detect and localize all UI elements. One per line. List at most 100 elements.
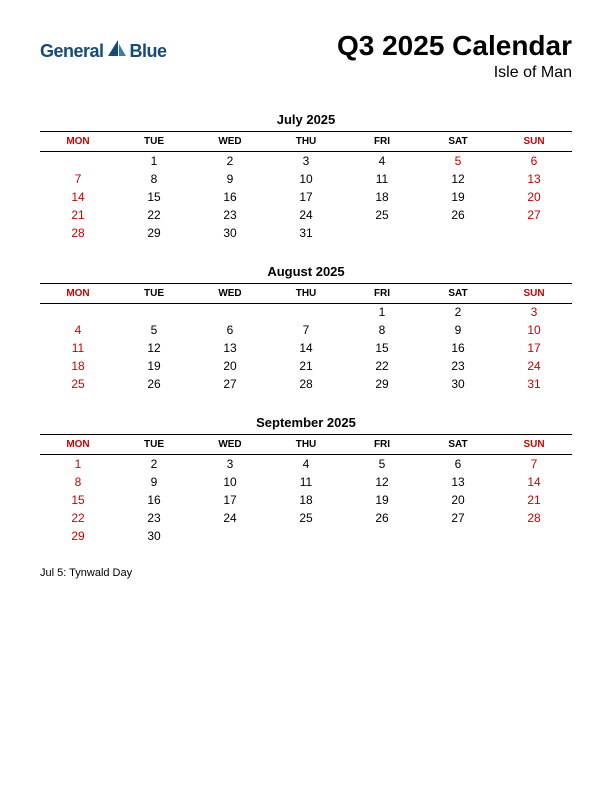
- calendar-cell: 20: [192, 357, 268, 375]
- calendar-cell: 17: [192, 491, 268, 509]
- calendar-table: MONTUEWEDTHUFRISATSUN1234567891011121314…: [40, 131, 572, 242]
- calendar-cell: 31: [496, 375, 572, 393]
- calendar-cell: 11: [344, 170, 420, 188]
- day-header: SAT: [420, 283, 496, 303]
- calendar-cell: 16: [420, 339, 496, 357]
- day-header: TUE: [116, 283, 192, 303]
- day-header: WED: [192, 283, 268, 303]
- calendar-cell: [268, 303, 344, 321]
- calendar-cell: 28: [40, 224, 116, 242]
- calendar-cell: [420, 527, 496, 545]
- calendar-cell: 23: [192, 206, 268, 224]
- calendar-cell: 6: [420, 455, 496, 473]
- calendar-row: 123456: [40, 152, 572, 170]
- calendar-cell: 11: [40, 339, 116, 357]
- header: General Blue Q3 2025 Calendar Isle of Ma…: [40, 30, 572, 82]
- calendar-cell: 30: [192, 224, 268, 242]
- day-header: MON: [40, 283, 116, 303]
- title-block: Q3 2025 Calendar Isle of Man: [337, 30, 572, 82]
- calendar-row: 45678910: [40, 321, 572, 339]
- calendar-cell: 5: [344, 455, 420, 473]
- calendar-cell: 8: [40, 473, 116, 491]
- calendar-row: 21222324252627: [40, 206, 572, 224]
- calendar-cell: 22: [344, 357, 420, 375]
- calendar-cell: 12: [116, 339, 192, 357]
- calendar-row: 123: [40, 303, 572, 321]
- day-header: SAT: [420, 435, 496, 455]
- calendar-row: 22232425262728: [40, 509, 572, 527]
- calendar-cell: 26: [116, 375, 192, 393]
- calendar-cell: 25: [344, 206, 420, 224]
- day-header: WED: [192, 132, 268, 152]
- logo-text-general: General: [40, 41, 104, 62]
- day-header: FRI: [344, 132, 420, 152]
- calendar-cell: 21: [268, 357, 344, 375]
- calendar-cell: 12: [344, 473, 420, 491]
- page-subtitle: Isle of Man: [337, 64, 572, 82]
- calendar-cell: 28: [496, 509, 572, 527]
- calendar-cell: [496, 224, 572, 242]
- calendar-cell: 7: [40, 170, 116, 188]
- day-header: FRI: [344, 283, 420, 303]
- calendar-cell: [268, 527, 344, 545]
- calendar-cell: 4: [268, 455, 344, 473]
- calendar-cell: 19: [116, 357, 192, 375]
- calendar-cell: 6: [496, 152, 572, 170]
- month-title: September 2025: [40, 415, 572, 430]
- calendar-cell: 15: [116, 188, 192, 206]
- calendar-cell: 13: [496, 170, 572, 188]
- day-header: SAT: [420, 132, 496, 152]
- calendar-cell: 13: [420, 473, 496, 491]
- calendar-cell: 3: [496, 303, 572, 321]
- day-header: FRI: [344, 435, 420, 455]
- calendar-cell: 25: [40, 375, 116, 393]
- calendar-cell: 18: [40, 357, 116, 375]
- calendar-cell: [344, 224, 420, 242]
- calendar-cell: 20: [496, 188, 572, 206]
- calendar-row: 18192021222324: [40, 357, 572, 375]
- day-header: THU: [268, 283, 344, 303]
- calendar-cell: 20: [420, 491, 496, 509]
- calendar-cell: 26: [420, 206, 496, 224]
- calendar-cell: 30: [116, 527, 192, 545]
- calendar-cell: 21: [496, 491, 572, 509]
- day-header: TUE: [116, 435, 192, 455]
- calendar-cell: 14: [40, 188, 116, 206]
- calendar-cell: 3: [268, 152, 344, 170]
- calendar-cell: 8: [344, 321, 420, 339]
- calendar-cell: 6: [192, 321, 268, 339]
- calendar-cell: 2: [116, 455, 192, 473]
- calendar-cell: 1: [344, 303, 420, 321]
- calendar-table: MONTUEWEDTHUFRISATSUN1234567891011121314…: [40, 434, 572, 545]
- calendar-cell: 23: [116, 509, 192, 527]
- calendar-cell: 12: [420, 170, 496, 188]
- day-header: TUE: [116, 132, 192, 152]
- calendar-block: September 2025MONTUEWEDTHUFRISATSUN12345…: [40, 415, 572, 545]
- calendar-cell: 19: [344, 491, 420, 509]
- calendar-cell: 2: [192, 152, 268, 170]
- day-header: MON: [40, 132, 116, 152]
- day-header: WED: [192, 435, 268, 455]
- calendar-cell: 24: [192, 509, 268, 527]
- calendar-cell: 1: [40, 455, 116, 473]
- calendar-row: 2930: [40, 527, 572, 545]
- calendar-cell: 1: [116, 152, 192, 170]
- calendar-cell: 29: [40, 527, 116, 545]
- calendar-cell: 30: [420, 375, 496, 393]
- calendar-cell: 5: [116, 321, 192, 339]
- calendar-cell: 8: [116, 170, 192, 188]
- calendar-cell: 18: [344, 188, 420, 206]
- calendar-cell: 28: [268, 375, 344, 393]
- calendar-cell: 13: [192, 339, 268, 357]
- calendar-cell: 3: [192, 455, 268, 473]
- calendar-cell: 4: [344, 152, 420, 170]
- calendar-cell: 27: [192, 375, 268, 393]
- calendar-cell: 25: [268, 509, 344, 527]
- calendar-cell: 16: [116, 491, 192, 509]
- calendar-cell: 27: [420, 509, 496, 527]
- calendar-cell: [40, 303, 116, 321]
- calendar-cell: 19: [420, 188, 496, 206]
- calendar-cell: 31: [268, 224, 344, 242]
- calendar-cell: [344, 527, 420, 545]
- day-header: SUN: [496, 132, 572, 152]
